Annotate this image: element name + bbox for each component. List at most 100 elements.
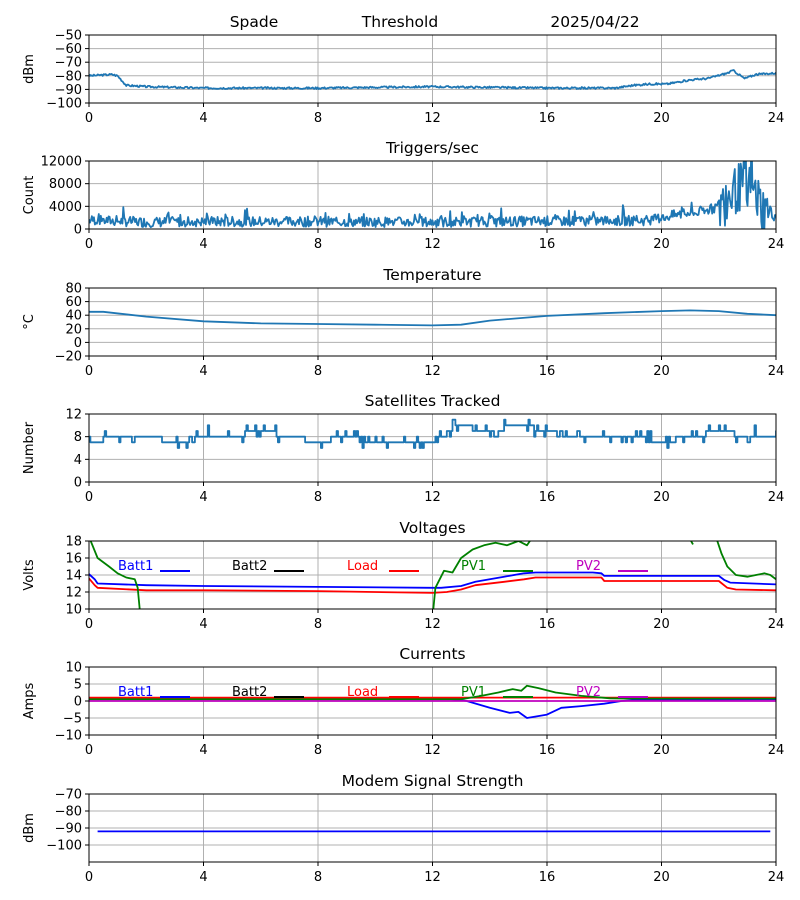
x-tick-label: 12 — [424, 237, 441, 252]
y-tick-label: 80 — [65, 282, 82, 297]
y-tick-label: 0 — [74, 695, 82, 710]
x-tick-label: 12 — [424, 870, 441, 885]
x-tick-label: 4 — [199, 617, 207, 632]
panel-signal: 0 4 8 12 16 20 24 −50−60−70−80−90−100 dBm — [22, 29, 784, 127]
y-tick-label: −20 — [55, 350, 82, 365]
y-tick-label: 0 — [74, 476, 82, 491]
y-tick-label: 20 — [65, 322, 82, 337]
x-tick-label: 24 — [768, 870, 785, 885]
x-tick-label: 8 — [314, 111, 322, 126]
series-line-triggers — [89, 161, 776, 229]
chart-title: Currents — [399, 645, 465, 663]
x-tick-label: 4 — [199, 870, 207, 885]
legend-label-batt1: Batt1 — [118, 559, 153, 574]
chart-title: Voltages — [399, 519, 465, 537]
legend-label-load: Load — [347, 685, 378, 700]
x-tick-label: 20 — [653, 743, 670, 758]
legend-label-batt2: Batt2 — [232, 559, 267, 574]
x-tick-label: 4 — [199, 743, 207, 758]
y-tick-label: 12 — [65, 586, 82, 601]
x-tick-label: 16 — [539, 364, 556, 379]
series-line-temperature — [89, 309, 776, 327]
y-tick-label: −100 — [46, 97, 82, 112]
y-axis-label: °C — [22, 314, 37, 330]
x-tick-label: 16 — [539, 111, 556, 126]
x-tick-label: 0 — [85, 617, 93, 632]
x-tick-label: 0 — [85, 490, 93, 505]
y-tick-label: 0 — [74, 336, 82, 351]
y-tick-label: 4 — [74, 453, 82, 468]
x-tick-label: 8 — [314, 237, 322, 252]
y-tick-label: −90 — [55, 83, 82, 98]
panel-modem: 0 4 8 12 16 20 24 −70 −80 −90 −100 Modem Signal Str… — [22, 772, 784, 885]
x-tick-label: 4 — [199, 364, 207, 379]
y-tick-label: 12 — [65, 408, 82, 423]
chart-title: Temperature — [382, 266, 481, 284]
y-tick-label: −60 — [55, 42, 82, 57]
y-axis-label: Number — [22, 421, 37, 474]
y-tick-label: 10 — [65, 661, 82, 676]
legend-label-pv1: PV1 — [461, 685, 486, 700]
y-tick-label: −70 — [55, 56, 82, 71]
y-tick-label: −70 — [55, 788, 82, 803]
series-line-load — [89, 576, 776, 594]
y-tick-label: 14 — [65, 569, 82, 584]
x-tick-label: 4 — [199, 490, 207, 505]
y-tick-label: 5 — [74, 678, 82, 693]
x-tick-label: 0 — [85, 870, 93, 885]
y-tick-label: −100 — [46, 839, 82, 854]
y-axis-label: dBm — [22, 54, 37, 84]
x-tick-label: 20 — [653, 617, 670, 632]
x-tick-label: 24 — [768, 111, 785, 126]
x-tick-label: 16 — [539, 237, 556, 252]
legend-label-pv2: PV2 — [576, 685, 601, 700]
y-tick-label: −10 — [55, 729, 82, 744]
x-tick-label: 24 — [768, 237, 785, 252]
legend-label-batt1: Batt1 — [118, 685, 153, 700]
x-tick-label: 24 — [768, 364, 785, 379]
y-tick-label: 0 — [74, 223, 82, 238]
y-tick-label: 60 — [65, 295, 82, 310]
y-tick-label: 10 — [65, 603, 82, 618]
x-tick-label: 0 — [85, 364, 93, 379]
y-axis-label: Volts — [22, 559, 37, 591]
y-axis-label: dBm — [22, 813, 37, 843]
y-tick-label: 8000 — [49, 177, 82, 192]
x-tick-label: 4 — [199, 111, 207, 126]
x-tick-label: 20 — [653, 237, 670, 252]
x-tick-label: 12 — [424, 617, 441, 632]
legend-label-batt2: Batt2 — [232, 685, 267, 700]
x-tick-label: 24 — [768, 490, 785, 505]
y-tick-label: 8 — [74, 430, 82, 445]
y-tick-label: −80 — [55, 69, 82, 84]
chart-title: Satellites Tracked — [365, 392, 501, 410]
x-tick-label: 12 — [424, 490, 441, 505]
y-tick-label: 40 — [65, 309, 82, 324]
x-tick-label: 8 — [314, 870, 322, 885]
series-line-pv1 — [89, 541, 776, 609]
x-tick-label: 16 — [539, 743, 556, 758]
header-date: 2025/04/22 — [550, 13, 639, 31]
panel-triggers: 0 4 8 12 16 20 24 0 4000 8000 12000 Triggers/sec Cou… — [22, 139, 785, 252]
x-tick-label: 8 — [314, 617, 322, 632]
y-tick-label: −5 — [63, 712, 82, 727]
y-tick-label: −80 — [55, 805, 82, 820]
x-tick-label: 16 — [539, 617, 556, 632]
x-tick-label: 8 — [314, 743, 322, 758]
x-tick-label: 12 — [424, 111, 441, 126]
chart-title: Modem Signal Strength — [342, 772, 524, 790]
x-tick-label: 20 — [653, 111, 670, 126]
x-tick-label: 16 — [539, 870, 556, 885]
x-tick-label: 8 — [314, 490, 322, 505]
panel-satellites: 0 4 8 12 16 20 24 0 4 8 12 Satellites Tracked Number — [22, 392, 784, 505]
panel-currents: 0 4 8 12 16 20 24 −10 −5 0 5 10 Currents Amps Batt1 Bat… — [22, 645, 784, 758]
y-tick-label: 18 — [65, 535, 82, 550]
panel-voltages: 0 4 8 12 16 20 24 10 12 14 16 18 Voltages Volts Batt1 B… — [22, 519, 784, 632]
x-tick-label: 20 — [653, 364, 670, 379]
x-tick-label: 20 — [653, 490, 670, 505]
series-line-satellites — [89, 418, 776, 449]
x-tick-label: 0 — [85, 743, 93, 758]
y-tick-label: 4000 — [49, 200, 82, 215]
